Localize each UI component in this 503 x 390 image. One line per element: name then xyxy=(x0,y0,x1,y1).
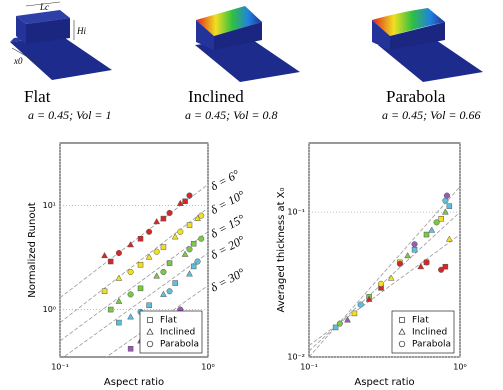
y-tick-label: 10⁰ xyxy=(43,305,56,314)
circle-marker xyxy=(443,198,449,204)
circle-marker xyxy=(358,302,364,308)
legend-label: Flat xyxy=(412,316,429,326)
circle-marker xyxy=(444,193,450,199)
annotation: δ = 30° xyxy=(208,265,247,295)
panel-title: Inclined xyxy=(188,87,244,106)
square-marker xyxy=(167,261,172,266)
panel-title: Parabola xyxy=(386,87,446,106)
square-marker xyxy=(447,204,452,209)
chart: 10⁻¹10⁰10⁻²10⁻¹Aspect ratioAveraged thic… xyxy=(276,143,467,388)
legend-label: Inclined xyxy=(412,328,447,338)
circle-marker xyxy=(187,193,193,199)
square-marker xyxy=(412,247,417,252)
dim-label: Lc xyxy=(39,2,49,12)
circle-marker xyxy=(146,229,152,235)
square-marker xyxy=(400,318,405,323)
square-marker xyxy=(187,223,192,228)
circle-marker xyxy=(161,269,167,275)
dim-label: x0 xyxy=(13,56,23,66)
panel-title: Flat xyxy=(24,87,51,106)
render-flat: Lc Hi x0 xyxy=(10,2,112,80)
circle-marker xyxy=(195,259,201,265)
square-marker xyxy=(147,303,152,308)
x-tick-label: 10⁻¹ xyxy=(300,363,318,372)
y-tick-label: 10¹ xyxy=(43,201,56,210)
legend-label: Inclined xyxy=(160,328,195,338)
circle-marker xyxy=(397,261,403,267)
legend-label: Parabola xyxy=(160,340,199,350)
legend-label: Parabola xyxy=(412,340,451,350)
square-marker xyxy=(161,216,166,221)
square-marker xyxy=(116,320,121,325)
x-tick-label: 10⁰ xyxy=(453,363,466,372)
square-marker xyxy=(191,241,196,246)
square-marker xyxy=(352,311,357,316)
square-marker xyxy=(148,318,153,323)
circle-marker xyxy=(128,292,134,298)
square-marker xyxy=(108,307,113,312)
circle-marker xyxy=(147,341,153,347)
y-axis-label: Normalized Runout xyxy=(27,202,38,298)
y-tick-label: 10⁻¹ xyxy=(287,208,305,217)
chart: 10⁻¹ 10⁰ 10⁰ 10¹ Aspect ratio Normalized Runo… xyxy=(27,143,247,390)
circle-marker xyxy=(128,269,134,275)
square-marker xyxy=(128,346,133,351)
circle-marker xyxy=(434,220,440,226)
circle-marker xyxy=(412,241,418,247)
circle-marker xyxy=(337,321,343,327)
x-tick-label: 10⁰ xyxy=(201,363,214,372)
square-marker xyxy=(191,264,196,269)
circle-marker xyxy=(424,260,430,266)
square-marker xyxy=(439,216,444,221)
circle-marker xyxy=(198,213,204,219)
square-marker xyxy=(173,281,178,286)
circle-marker xyxy=(187,247,193,253)
x-tick-label: 10⁻¹ xyxy=(51,363,69,372)
x-axis-label: Aspect ratio xyxy=(104,377,164,388)
circle-marker xyxy=(438,267,444,273)
square-marker xyxy=(102,289,107,294)
circle-marker xyxy=(399,341,405,347)
circle-marker xyxy=(198,236,204,242)
render-parabola xyxy=(372,8,483,82)
circle-marker xyxy=(116,250,122,256)
panel-caption: a = 0.45; Vol = 1 xyxy=(28,108,112,122)
panel-caption: a = 0.45; Vol = 0.66 xyxy=(382,108,481,122)
legend-label: Flat xyxy=(160,316,177,326)
square-marker xyxy=(161,244,166,249)
y-tick-label: 10⁻² xyxy=(287,353,305,362)
render-inclined xyxy=(195,6,300,82)
circle-marker xyxy=(167,288,173,294)
y-axis-label: Averaged thickness at X₀ xyxy=(276,187,287,312)
square-marker xyxy=(333,325,338,330)
circle-marker xyxy=(154,249,160,255)
square-marker xyxy=(424,232,429,237)
square-marker xyxy=(183,199,188,204)
dim-label: Hi xyxy=(76,26,86,36)
figure: Lc Hi x0 Flat a = 0.45; Vol = 1 Inclined… xyxy=(0,0,503,390)
circle-marker xyxy=(178,229,184,235)
square-marker xyxy=(138,262,143,267)
circle-marker xyxy=(167,210,173,216)
panel-caption: a = 0.45; Vol = 0.8 xyxy=(185,108,278,122)
square-marker xyxy=(108,259,113,264)
square-marker xyxy=(138,236,143,241)
x-axis-label: Aspect ratio xyxy=(354,377,414,388)
circle-marker xyxy=(378,281,384,287)
square-marker xyxy=(138,286,143,291)
